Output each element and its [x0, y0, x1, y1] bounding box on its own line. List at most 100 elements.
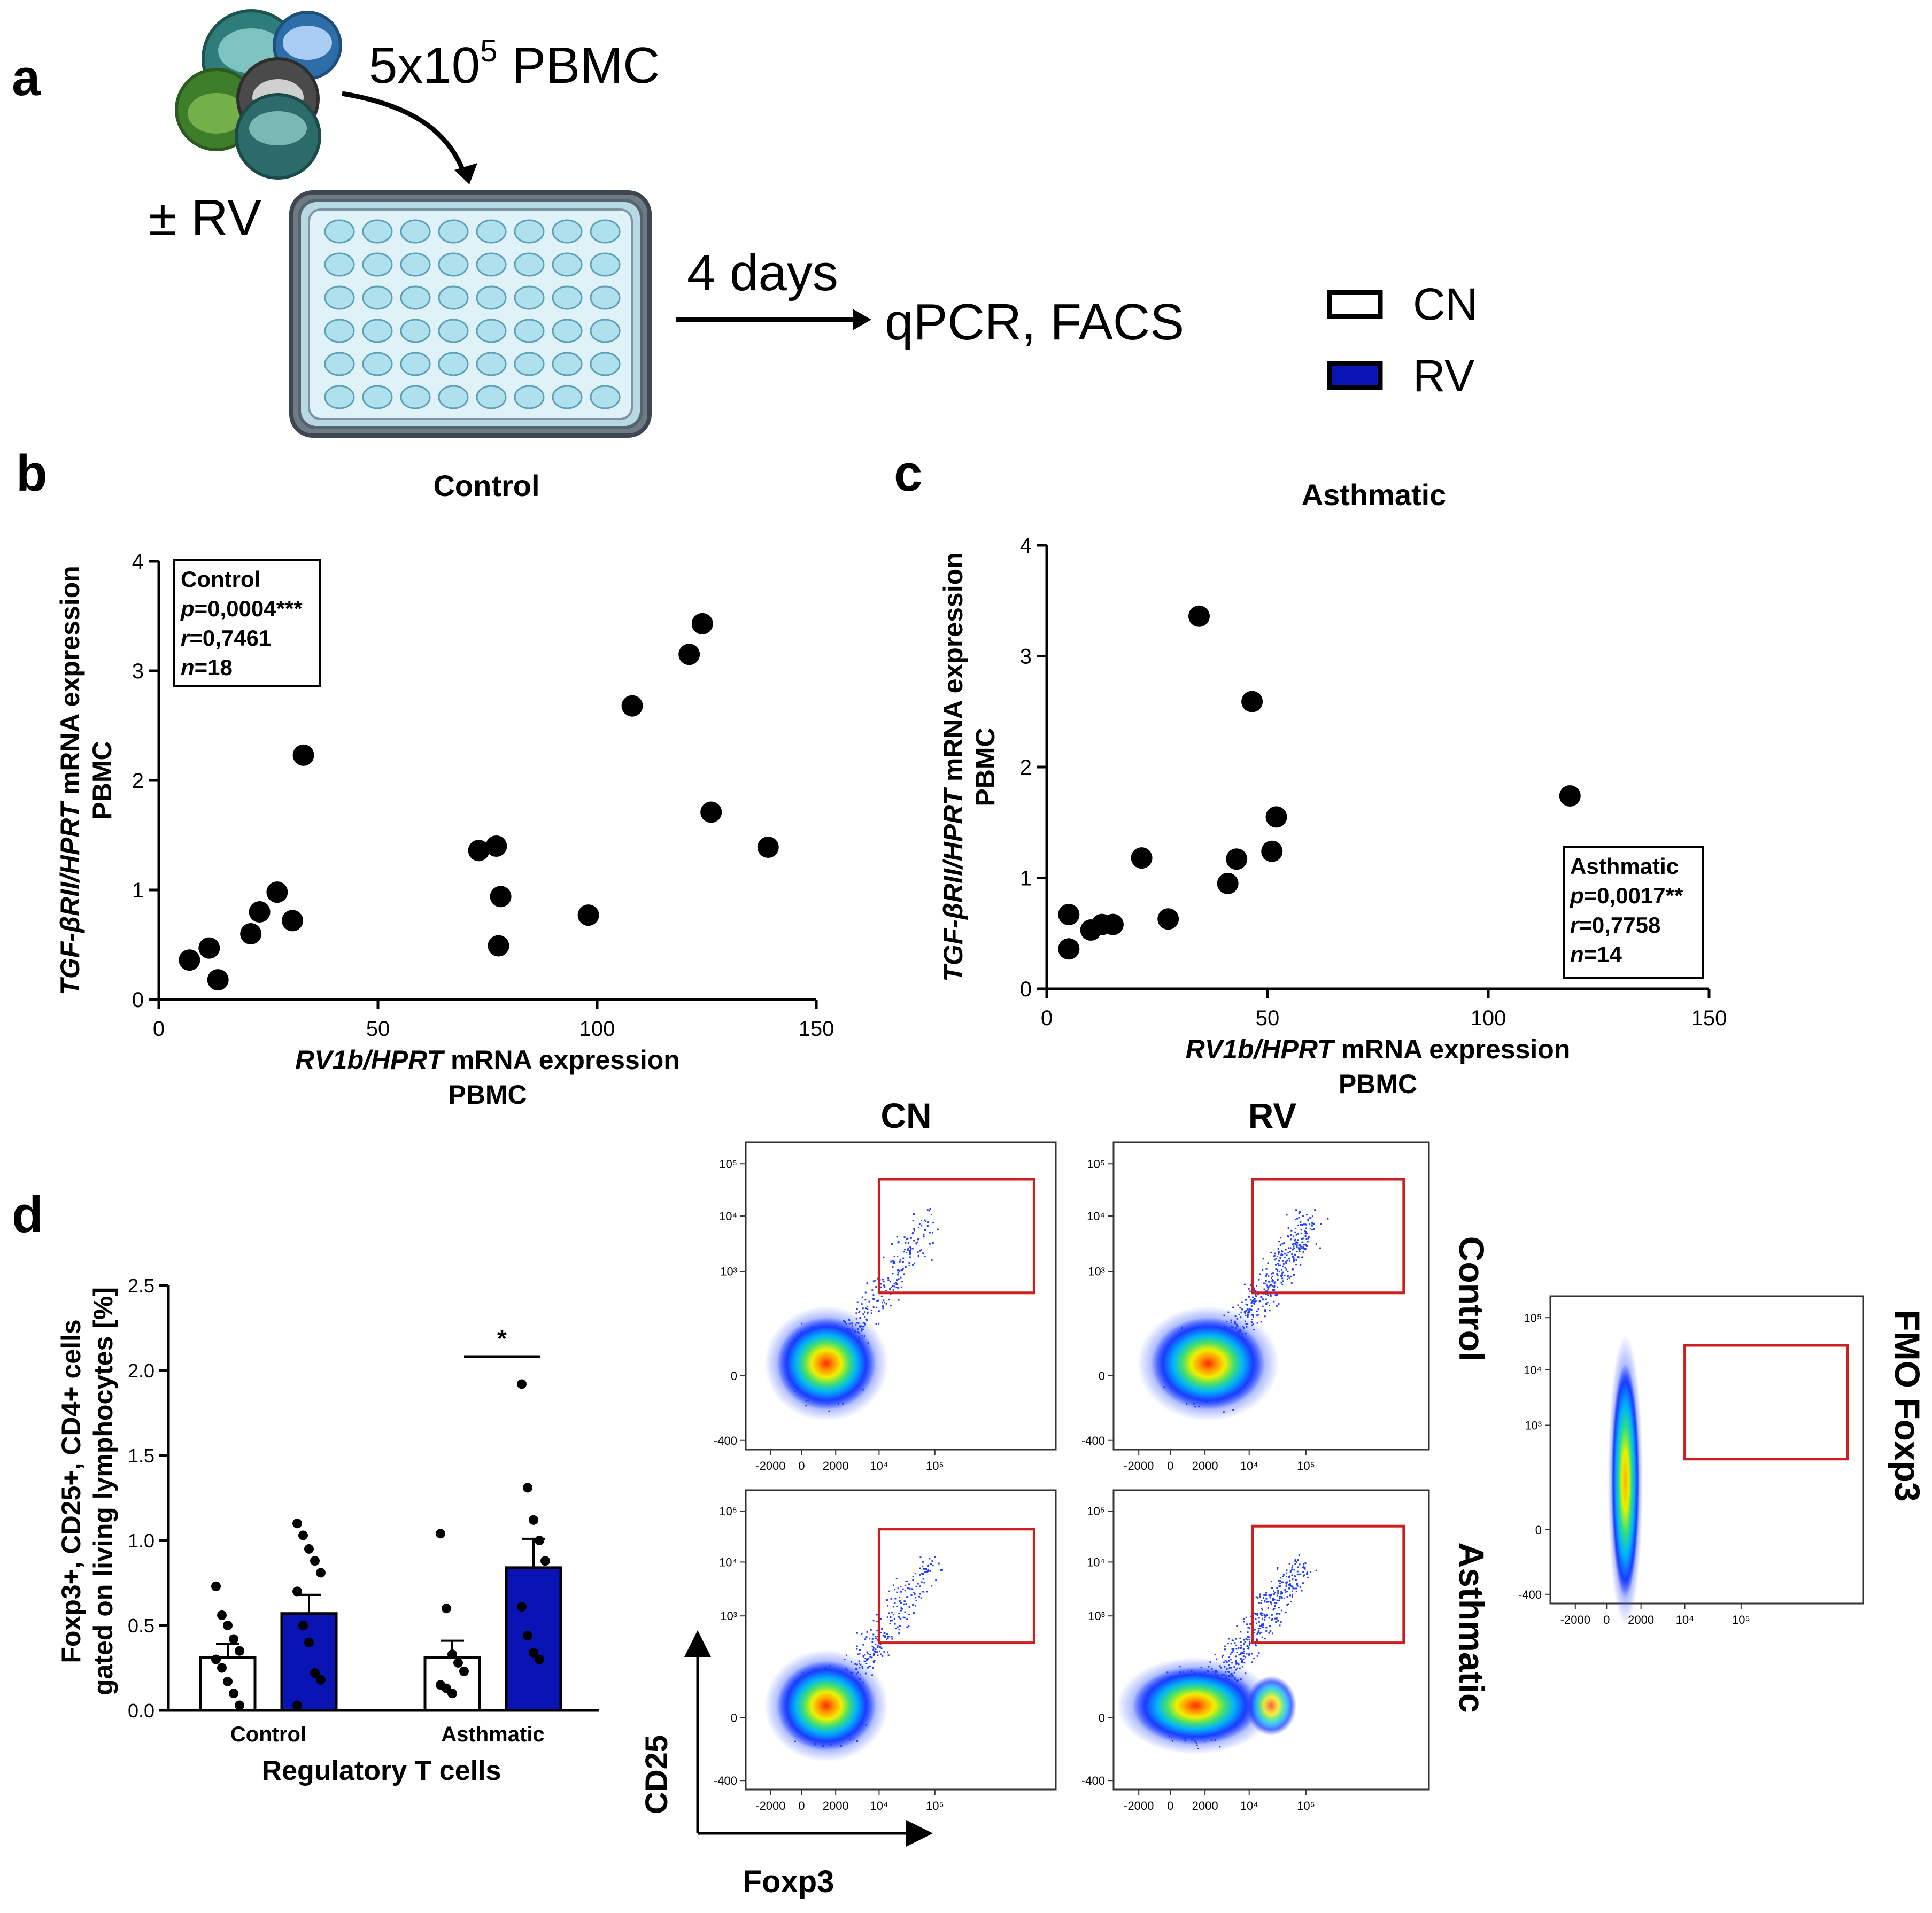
- x-axis-label: RV1b/HPRT mRNA expression: [295, 1045, 680, 1075]
- flow-event-dot: [1282, 1280, 1284, 1282]
- flow-event-dot: [1315, 1243, 1317, 1245]
- readout-label: qPCR, FACS: [885, 293, 1184, 351]
- flow-event-dot: [1286, 1214, 1288, 1216]
- flow-event-dot: [1214, 1654, 1216, 1656]
- flow-event-dot: [1259, 1273, 1261, 1275]
- flow-event-dot: [929, 1207, 931, 1210]
- legend-label-rv: RV: [1413, 351, 1474, 401]
- data-point: [249, 901, 271, 923]
- flow-event-dot: [1292, 1587, 1294, 1590]
- flow-event-dot: [1298, 1217, 1300, 1219]
- flow-event-dot: [872, 1667, 874, 1669]
- flow-event-dot: [1285, 1591, 1287, 1593]
- flow-event-dot: [1249, 1290, 1251, 1292]
- flow-event-dot: [1277, 1263, 1279, 1265]
- flow-event-dot: [872, 1306, 875, 1308]
- flow-y-tick-label: 10⁵: [1087, 1157, 1105, 1171]
- flow-event-dot: [919, 1556, 922, 1559]
- flow-event-dot: [913, 1240, 915, 1242]
- flow-event-dot: [930, 1214, 932, 1216]
- flow-event-dot: [1303, 1574, 1305, 1576]
- flow-event-dot: [884, 1632, 886, 1635]
- flow-event-dot: [871, 1298, 874, 1300]
- flow-event-dot: [864, 1316, 866, 1318]
- flow-event-dot: [1266, 1601, 1268, 1603]
- individual-point: [316, 1675, 326, 1685]
- flow-event-dot: [898, 1278, 900, 1280]
- flow-event-dot: [887, 1277, 890, 1279]
- flow-event-dot: [1292, 1243, 1294, 1245]
- flow-event-dot: [917, 1583, 919, 1585]
- flow-event-dot: [879, 1650, 881, 1652]
- flow-event-dot: [1290, 1282, 1293, 1284]
- flow-event-dot: [904, 1590, 906, 1592]
- flow-event-dot: [891, 1243, 893, 1245]
- flow-event-dot: [1281, 1283, 1284, 1285]
- flow-y-tick-label: -400: [714, 1434, 737, 1447]
- flow-event-dot: [1288, 1247, 1290, 1249]
- y-tick-label: 1: [132, 879, 144, 902]
- plate-well: [438, 252, 469, 277]
- flow-event-dot: [1273, 1285, 1276, 1287]
- plate-well: [400, 285, 431, 310]
- flow-event-dot: [916, 1241, 918, 1243]
- flow-event-dot: [1256, 1639, 1258, 1641]
- flow-event-dot: [867, 1305, 869, 1307]
- flow-event-dot: [1265, 1290, 1268, 1292]
- flow-event-dot: [1270, 1284, 1272, 1286]
- flow-event-dot: [1311, 1229, 1313, 1231]
- treg-gate: [1251, 1178, 1405, 1295]
- flow-event-dot: [1294, 1231, 1296, 1233]
- flow-event-dot: [1267, 1288, 1269, 1290]
- flow-event-dot: [1282, 1263, 1285, 1265]
- flow-event-dot: [866, 1651, 868, 1653]
- incubation-arrowhead: [853, 309, 871, 330]
- flow-event-dot: [930, 1563, 932, 1565]
- flow-event-dot: [1254, 1299, 1256, 1302]
- flow-event-dot: [1284, 1267, 1286, 1269]
- flow-y-tick-label: 0: [731, 1369, 737, 1383]
- flow-event-dot: [907, 1587, 909, 1590]
- flow-event-dot: [896, 1269, 898, 1272]
- flow-event-dot: [932, 1565, 934, 1567]
- stats-r-value: r=0,7758: [1570, 912, 1660, 938]
- flow-event-dot: [1295, 1209, 1297, 1211]
- y-axis-label: TGF-βRII/HPRT mRNA expression: [938, 552, 968, 981]
- individual-point: [298, 1530, 308, 1540]
- flow-event-dot: [917, 1251, 919, 1253]
- flow-event-dot: [900, 1269, 902, 1272]
- flow-event-dot: [921, 1225, 923, 1227]
- flow-event-dot: [906, 1618, 908, 1621]
- flow-event-dot: [919, 1574, 921, 1576]
- data-point: [179, 949, 200, 971]
- flow-event-dot: [1245, 1616, 1247, 1618]
- individual-point: [535, 1536, 544, 1545]
- flow-event-dot: [1293, 1235, 1295, 1237]
- flow-event-dot: [1292, 1256, 1294, 1258]
- flow-event-dot: [1269, 1625, 1271, 1627]
- flow-event-dot: [1297, 1224, 1300, 1226]
- flow-event-dot: [905, 1600, 907, 1602]
- flow-event-dot: [1264, 1315, 1266, 1318]
- flow-event-dot: [882, 1279, 884, 1281]
- flow-event-dot: [1302, 1246, 1304, 1248]
- flow-event-dot: [870, 1629, 872, 1631]
- flow-event-dot: [1279, 1624, 1281, 1627]
- flow-event-dot: [1297, 1566, 1299, 1568]
- flow-event-dot: [1238, 1654, 1240, 1656]
- flow-event-dot: [1271, 1632, 1273, 1635]
- flow-event-dot: [887, 1279, 890, 1281]
- plate-well: [552, 385, 583, 409]
- flow-x-tick-label: 10⁵: [1297, 1799, 1315, 1813]
- flow-event-dot: [1284, 1253, 1286, 1255]
- flow-event-dot: [1276, 1617, 1278, 1619]
- flow-event-dot: [1267, 1262, 1269, 1264]
- flow-event-dot: [1278, 1241, 1280, 1243]
- flow-event-dot: [899, 1600, 901, 1602]
- flow-event-dot: [1295, 1241, 1297, 1243]
- flow-event-dot: [1265, 1615, 1267, 1617]
- flow-event-dot: [910, 1593, 913, 1596]
- flow-event-dot: [892, 1289, 894, 1291]
- flow-event-dot: [1259, 1593, 1261, 1596]
- flow-event-dot: [1274, 1294, 1277, 1296]
